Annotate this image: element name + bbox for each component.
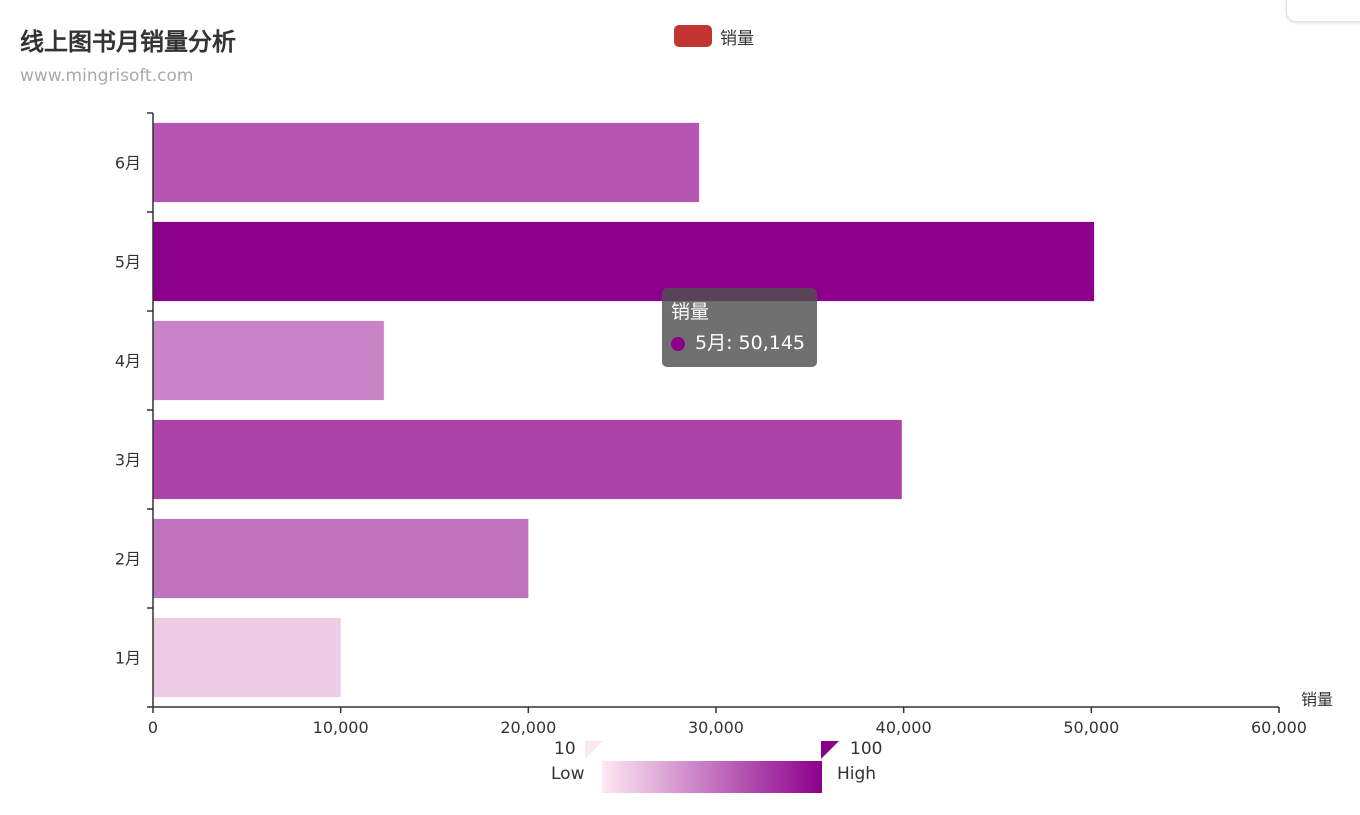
visual-map-high-handle[interactable] [821, 741, 839, 759]
visual-map-low-handle[interactable] [585, 741, 603, 759]
legend-item-sales[interactable]: 销量 [674, 24, 754, 49]
visual-map-high-text: High [837, 764, 877, 784]
y-tick-label: 6月 [115, 154, 141, 173]
y-tick-label: 5月 [115, 253, 141, 272]
chart-title: 线上图书月销量分析 [20, 28, 236, 56]
legend-label: 销量 [720, 28, 754, 49]
chart-subtitle[interactable]: www.mingrisoft.com [20, 66, 194, 86]
bar-2[interactable] [153, 518, 529, 599]
x-tick-label: 20,000 [500, 718, 556, 737]
visual-map-min-value: 10 [554, 739, 576, 759]
x-tick-label: 30,000 [688, 718, 744, 737]
x-tick-label: 60,000 [1251, 718, 1307, 737]
visual-map-gradient-bar[interactable] [602, 761, 822, 793]
y-tick-label: 2月 [115, 550, 141, 569]
x-tick-label: 10,000 [313, 718, 369, 737]
bar-4[interactable] [153, 320, 384, 401]
visual-map-low-text: Low [551, 764, 585, 784]
x-axis-title: 销量 [1301, 690, 1333, 709]
y-tick-label: 1月 [115, 649, 141, 668]
y-tick-label: 4月 [115, 352, 141, 371]
visual-map-max-value: 100 [850, 739, 883, 759]
bar-3[interactable] [153, 419, 902, 500]
x-tick-label: 40,000 [876, 718, 932, 737]
legend-swatch [674, 25, 712, 47]
tooltip: 销量 5月: 50,145 [662, 288, 817, 367]
tooltip-dot-icon [671, 336, 685, 351]
x-tick-label: 50,000 [1063, 718, 1119, 737]
tooltip-title: 销量 [671, 301, 710, 323]
toolbox-panel[interactable] [1286, 0, 1360, 22]
bar-6[interactable] [153, 122, 700, 203]
bar-1[interactable] [153, 617, 341, 698]
y-tick-label: 3月 [115, 451, 141, 470]
x-tick-label: 0 [148, 718, 158, 737]
tooltip-value: 5月: 50,145 [695, 332, 806, 354]
bar-5[interactable] [153, 221, 1095, 302]
